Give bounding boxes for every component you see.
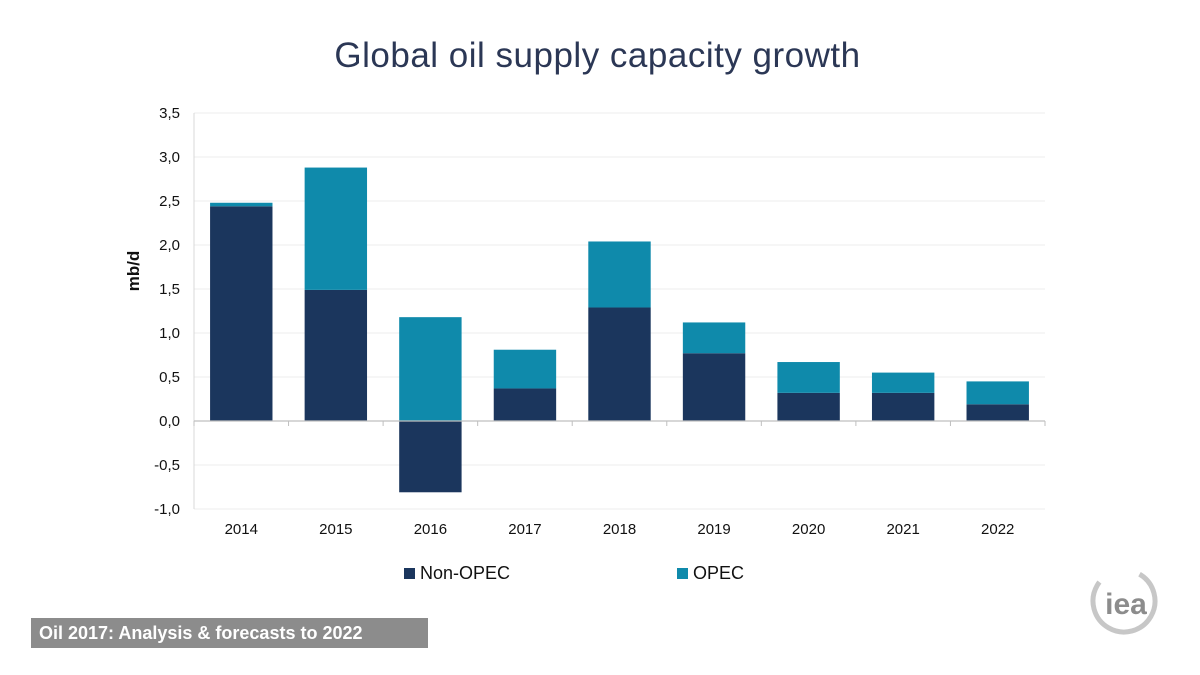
bar-non-opec-2016 bbox=[399, 421, 462, 493]
y-tick-label: 1,0 bbox=[159, 325, 180, 342]
x-tick-label: 2022 bbox=[981, 521, 1014, 538]
x-tick-label: 2015 bbox=[319, 521, 352, 538]
bar-opec-2016 bbox=[399, 317, 462, 421]
logo-text: iea bbox=[1105, 588, 1147, 621]
legend-swatch-opec bbox=[677, 567, 688, 579]
y-tick-label: 3,5 bbox=[159, 105, 180, 122]
bar-opec-2018 bbox=[588, 241, 651, 308]
bar-opec-2020 bbox=[777, 362, 840, 393]
iea-logo: iea bbox=[1090, 567, 1158, 635]
x-tick-label: 2018 bbox=[603, 521, 636, 538]
bar-non-opec-2020 bbox=[777, 392, 840, 421]
bar-non-opec-2019 bbox=[682, 353, 746, 421]
x-tick-label: 2019 bbox=[697, 521, 730, 538]
y-tick-label: -1,0 bbox=[154, 501, 180, 518]
x-tick-label: 2017 bbox=[508, 521, 541, 538]
bar-non-opec-2017 bbox=[493, 388, 557, 421]
y-tick-label: 3,0 bbox=[159, 149, 180, 166]
y-tick-label: 0,0 bbox=[159, 413, 180, 430]
bar-opec-2014 bbox=[210, 202, 273, 207]
legend-item-opec: OPEC bbox=[677, 561, 744, 585]
bar-non-opec-2022 bbox=[966, 404, 1029, 421]
bar-non-opec-2015 bbox=[304, 289, 368, 421]
bar-opec-2021 bbox=[871, 372, 935, 393]
legend-swatch-non-opec bbox=[404, 567, 415, 579]
x-tick-label: 2014 bbox=[225, 521, 258, 538]
y-axis-label: mb/d bbox=[124, 251, 143, 292]
y-tick-label: 2,0 bbox=[159, 237, 180, 254]
bar-opec-2019 bbox=[682, 322, 746, 354]
y-tick-label: 1,5 bbox=[159, 281, 180, 298]
y-tick-label: -0,5 bbox=[154, 457, 180, 474]
bar-opec-2015 bbox=[304, 167, 368, 290]
x-tick-label: 2021 bbox=[886, 521, 919, 538]
axes: -1,0 -0,5 0,0 0,5 1,0 1,5 2,0 2,5 3,0 3,5 2014 2015… bbox=[154, 105, 1046, 538]
x-tick-label: 2020 bbox=[792, 521, 825, 538]
bar-opec-2017 bbox=[493, 349, 557, 389]
bar-opec-2022 bbox=[966, 381, 1029, 405]
bar-non-opec-2014 bbox=[210, 206, 273, 421]
legend-label-opec: OPEC bbox=[693, 562, 745, 583]
chart-title: Global oil supply capacity growth bbox=[334, 36, 861, 75]
bar-non-opec-2021 bbox=[871, 392, 935, 421]
footer-banner: Oil 2017: Analysis & forecasts to 2022 bbox=[31, 618, 428, 648]
bars bbox=[210, 167, 1029, 493]
legend-item-non-opec: Non-OPEC bbox=[404, 561, 510, 585]
x-tick-label: 2016 bbox=[414, 521, 447, 538]
bar-non-opec-2018 bbox=[588, 307, 651, 421]
y-tick-label: 2,5 bbox=[159, 193, 180, 210]
legend-label-non-opec: Non-OPEC bbox=[420, 562, 511, 583]
y-tick-label: 0,5 bbox=[159, 369, 180, 386]
